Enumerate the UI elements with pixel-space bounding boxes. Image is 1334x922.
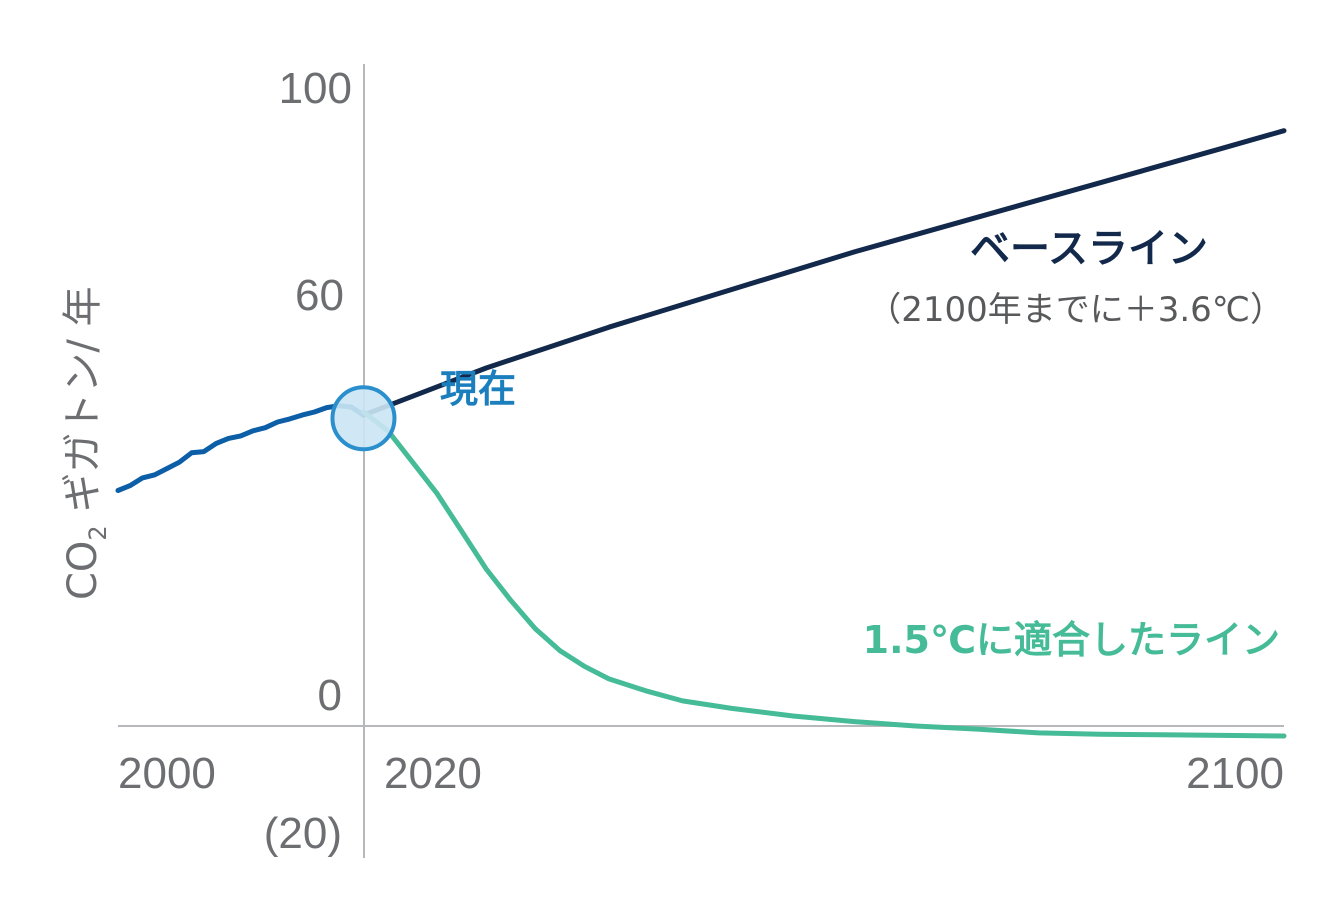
y-axis-label-subscript: 2: [84, 525, 112, 540]
y-tick-label-0: 0: [318, 671, 342, 720]
current-point-label: 現在: [440, 367, 516, 411]
y-axis-label: CO2 ギガトン/ 年: [60, 286, 112, 600]
y-tick-label-neg20: (20): [264, 809, 342, 858]
y-axis-label-co: CO: [60, 541, 106, 600]
baseline-series-label: ベースライン: [970, 226, 1208, 272]
y-tick-label-100: 100: [279, 64, 352, 113]
current-point-marker: [330, 385, 397, 452]
aligned-series-label: 1.5℃に適合したライン: [863, 618, 1280, 662]
historical-series-line: [115, 403, 366, 493]
baseline-series-line: [361, 128, 1287, 418]
series-lines: [115, 128, 1287, 739]
x-ticks: 2000 2020 2100: [118, 749, 1284, 798]
y-ticks: 100 60 0 (20): [264, 64, 352, 858]
y-axis-title: CO2 ギガトン/ 年: [60, 286, 112, 600]
y-tick-label-60: 60: [295, 271, 344, 320]
aligned-series-line: [361, 409, 1287, 739]
x-tick-label-2020: 2020: [384, 749, 482, 798]
x-tick-label-2100: 2100: [1186, 749, 1284, 798]
y-axis-label-unit: ギガトン/ 年: [60, 286, 106, 525]
x-tick-label-2000: 2000: [118, 749, 216, 798]
baseline-series-note: （2100年までに＋3.6℃）: [867, 290, 1284, 330]
axes: [118, 64, 1284, 858]
